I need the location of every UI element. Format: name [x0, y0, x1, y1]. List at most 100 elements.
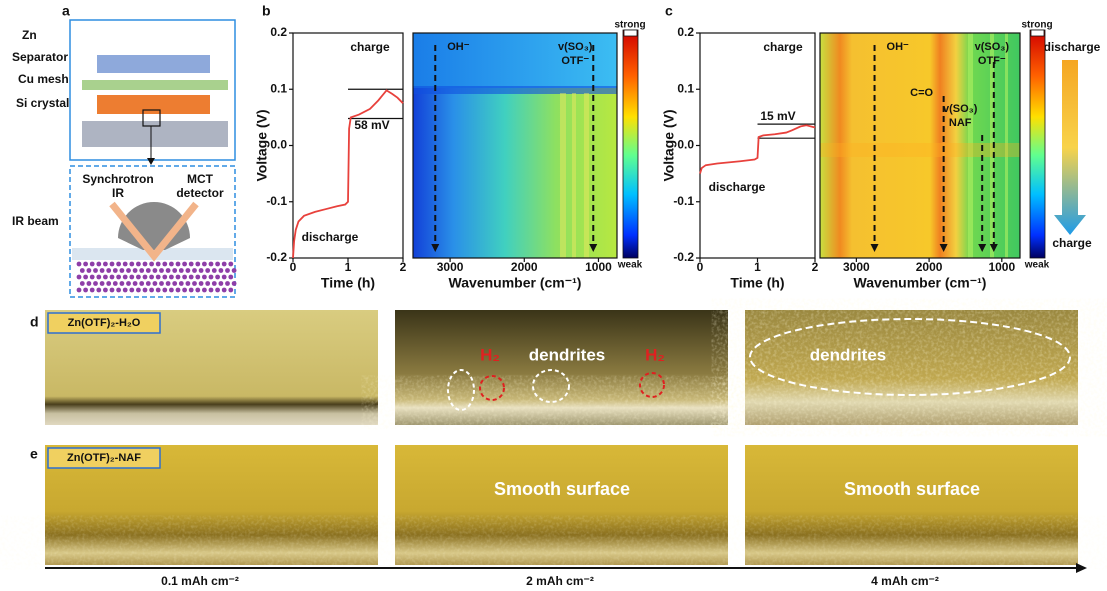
dot — [142, 274, 148, 280]
heatmap-band — [968, 33, 973, 258]
dot — [228, 287, 234, 293]
dot — [225, 268, 230, 273]
annotation: discharge — [302, 230, 359, 244]
texture — [395, 380, 728, 425]
dot — [159, 281, 164, 286]
x-tick-label: 1000 — [988, 260, 1015, 274]
dot — [109, 261, 115, 267]
arrow-head — [589, 244, 598, 252]
dot — [211, 268, 217, 273]
dot — [169, 274, 174, 280]
dot — [122, 287, 128, 293]
dot — [76, 261, 82, 267]
annotation: H₂ — [645, 345, 665, 364]
dot — [139, 268, 145, 273]
dot — [182, 274, 188, 280]
y-tick-label: -0.1 — [673, 194, 694, 208]
dot — [142, 261, 148, 267]
highlight — [749, 318, 1071, 396]
dot — [96, 261, 102, 267]
row-label: Zn(OTF)₂-H₂O — [68, 317, 141, 329]
x-tick-label: 2 — [812, 260, 819, 274]
dot — [76, 274, 82, 280]
dot — [79, 268, 85, 273]
y-tick-label: -0.2 — [673, 250, 694, 264]
heatmap-band — [820, 143, 1020, 157]
dot — [205, 268, 211, 273]
heatmap-band — [584, 93, 589, 258]
dot — [93, 268, 98, 273]
annotation: 15 mV — [760, 109, 795, 123]
dot — [112, 281, 118, 286]
arrow-head — [989, 244, 998, 252]
y-tick-label: 0.1 — [270, 81, 287, 95]
annotation: dendrites — [529, 345, 606, 364]
texture — [745, 310, 1078, 425]
dot — [155, 261, 161, 267]
heatmap-band — [413, 86, 617, 94]
texture — [45, 520, 1078, 565]
dot — [175, 287, 181, 293]
dot — [198, 281, 204, 286]
heatmap-region — [820, 33, 1020, 258]
dot — [136, 274, 141, 280]
y-tick-label: 0.2 — [270, 25, 287, 39]
colorbar-label: weak — [1024, 260, 1050, 271]
arrow-head — [870, 244, 879, 252]
dot — [89, 287, 95, 293]
dot — [162, 287, 168, 293]
x-tick-label: 2000 — [511, 260, 538, 274]
source-label: Synchrotron — [82, 172, 153, 186]
y-axis-label: Voltage (V) — [661, 109, 677, 181]
annotation: Smooth surface — [494, 479, 630, 499]
marker-label: v(SO₃) — [975, 41, 1010, 53]
dot — [112, 268, 118, 273]
dot — [136, 287, 141, 293]
heatmap-region — [413, 33, 617, 88]
dot — [142, 287, 148, 293]
ir-beam — [109, 201, 199, 262]
dot — [195, 274, 201, 280]
si-layer — [82, 121, 228, 147]
dot — [228, 274, 234, 280]
x-tick-label: 1 — [754, 260, 761, 274]
separator-layer — [82, 80, 228, 90]
direction-arrow — [1054, 60, 1086, 235]
dot — [221, 261, 227, 267]
highlight — [532, 369, 570, 403]
dot — [208, 274, 214, 280]
marker-label: OTF⁻ — [561, 55, 589, 67]
marker-label: NAF — [949, 117, 972, 129]
dot — [195, 287, 201, 293]
dot — [126, 268, 131, 273]
dot — [136, 261, 141, 267]
dot — [129, 274, 135, 280]
y-tick-label: 0.2 — [677, 25, 694, 39]
dot — [188, 287, 194, 293]
plot-frame — [819, 32, 1021, 259]
annotation: H₂ — [480, 345, 500, 364]
dot — [188, 261, 194, 267]
dot — [96, 287, 102, 293]
dot — [149, 261, 155, 267]
panel-label: b — [262, 3, 271, 19]
detector-label: MCT — [187, 172, 214, 186]
marker-label: OTF⁻ — [978, 55, 1006, 67]
dot — [149, 274, 155, 280]
dot — [119, 268, 125, 273]
annotation: discharge — [709, 180, 766, 194]
dot — [218, 268, 224, 273]
dot — [205, 281, 211, 286]
panel-label: e — [30, 446, 38, 462]
annotation: charge — [763, 40, 803, 54]
highlight — [639, 372, 665, 398]
plot-frame — [412, 32, 618, 259]
dot — [218, 281, 224, 286]
annotation: dendrites — [810, 345, 887, 364]
colorbar-cap — [1030, 29, 1045, 37]
dot — [202, 287, 207, 293]
arrow-head — [431, 244, 440, 252]
heatmap-band — [1005, 33, 1008, 258]
colorbar — [1029, 29, 1046, 259]
y-tick-label: -0.1 — [266, 194, 287, 208]
